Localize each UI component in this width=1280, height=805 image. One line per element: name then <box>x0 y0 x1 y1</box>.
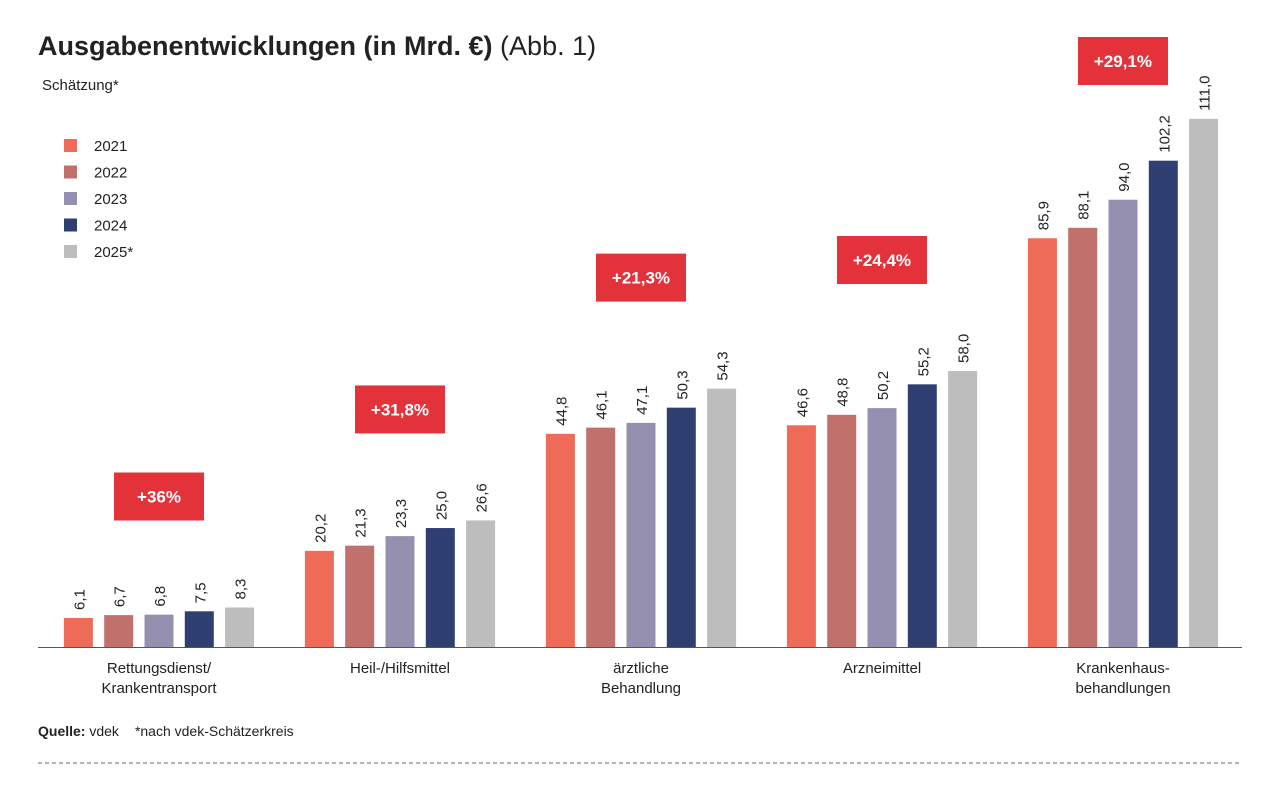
x-tick-label: ärztliche Behandlung <box>600 660 682 697</box>
bar <box>184 611 214 647</box>
value-label: 88,1 <box>1076 191 1093 220</box>
value-label: 23,3 <box>393 499 410 528</box>
value-label: 47,1 <box>634 386 651 415</box>
bar <box>63 617 93 647</box>
value-label: 8,3 <box>233 579 250 600</box>
annotation-box <box>596 253 686 302</box>
bar <box>1189 118 1219 647</box>
value-label: 55,2 <box>915 347 932 376</box>
bar <box>225 607 255 647</box>
legend-swatch <box>64 165 77 179</box>
value-label: 7,5 <box>192 582 209 603</box>
annotation-box <box>355 385 445 434</box>
annotation: +29,1% <box>1094 52 1152 71</box>
value-label: 6,8 <box>152 586 169 607</box>
bar <box>425 528 455 647</box>
legend-label: 2021 <box>94 138 127 155</box>
source: Quelle: vdek *nach vdek-Schätzerkreis <box>38 723 294 739</box>
subtitle: Schätzung* <box>42 77 119 94</box>
legend-label: 2025* <box>94 244 133 261</box>
bar <box>545 433 575 647</box>
title-note: (Abb. 1) <box>500 31 596 61</box>
value-label: 85,9 <box>1035 201 1052 230</box>
value-label: 46,6 <box>794 388 811 417</box>
value-label: 25,0 <box>433 491 450 520</box>
legend-swatch <box>64 139 77 152</box>
bar <box>385 536 415 647</box>
x-tick-label: Rettungsdienst/ Krankentransport <box>101 660 217 697</box>
bar <box>1148 160 1178 647</box>
value-label: 111,0 <box>1197 76 1214 111</box>
bar <box>707 388 737 647</box>
bar <box>304 550 334 647</box>
bar <box>1108 199 1138 647</box>
annotation-box <box>114 472 204 521</box>
bar <box>786 425 816 647</box>
bar <box>948 371 978 647</box>
value-label: 6,7 <box>112 586 129 607</box>
legend-label: 2022 <box>94 165 127 182</box>
x-tick-label: Heil-/Hilfsmittel <box>349 660 450 677</box>
bar <box>104 615 134 647</box>
value-label: 46,1 <box>594 390 611 419</box>
annotation: +24,4% <box>853 251 911 270</box>
source-label: Quelle: <box>38 723 85 739</box>
chart-title: Ausgabenentwicklungen (in Mrd. €) (Abb. … <box>38 31 596 61</box>
value-label: 94,0 <box>1116 163 1133 192</box>
value-label: 48,8 <box>835 378 852 407</box>
annotation: +36% <box>137 488 181 507</box>
bar <box>144 614 174 647</box>
value-label: 58,0 <box>956 334 973 363</box>
bar <box>867 408 897 647</box>
value-label: 50,2 <box>875 371 892 400</box>
legend-label: 2024 <box>94 218 127 235</box>
value-label: 6,1 <box>71 589 88 610</box>
legend-label: 2023 <box>94 191 127 208</box>
legend-swatch <box>64 192 77 205</box>
value-label: 44,8 <box>553 397 570 426</box>
value-label: 102,2 <box>1156 115 1173 153</box>
bar <box>666 407 696 647</box>
value-label: 54,3 <box>715 351 732 380</box>
x-tick-label: Krankenhaus- behandlungen <box>1075 660 1171 697</box>
value-label: 20,2 <box>312 514 329 543</box>
value-label: 50,3 <box>674 370 691 399</box>
annotation: +31,8% <box>371 400 429 419</box>
title-main: Ausgabenentwicklungen (in Mrd. €) <box>38 31 493 61</box>
bar <box>586 427 616 647</box>
value-label: 26,6 <box>474 483 491 512</box>
annotation-box <box>837 236 927 285</box>
bar <box>626 422 656 647</box>
x-tick-label: Arzneimittel <box>842 660 922 677</box>
bar <box>1027 238 1057 648</box>
value-label: 21,3 <box>353 508 370 537</box>
bar <box>466 520 496 647</box>
legend-swatch <box>64 218 77 232</box>
bar <box>827 414 857 647</box>
bar <box>345 545 375 647</box>
annotation-box <box>1078 37 1168 85</box>
bar <box>1068 227 1098 647</box>
legend-swatch <box>64 245 77 258</box>
bar <box>907 384 937 647</box>
source-name: vdek <box>89 723 120 739</box>
footnote: *nach vdek-Schätzerkreis <box>135 723 294 739</box>
annotation: +21,3% <box>612 269 670 288</box>
